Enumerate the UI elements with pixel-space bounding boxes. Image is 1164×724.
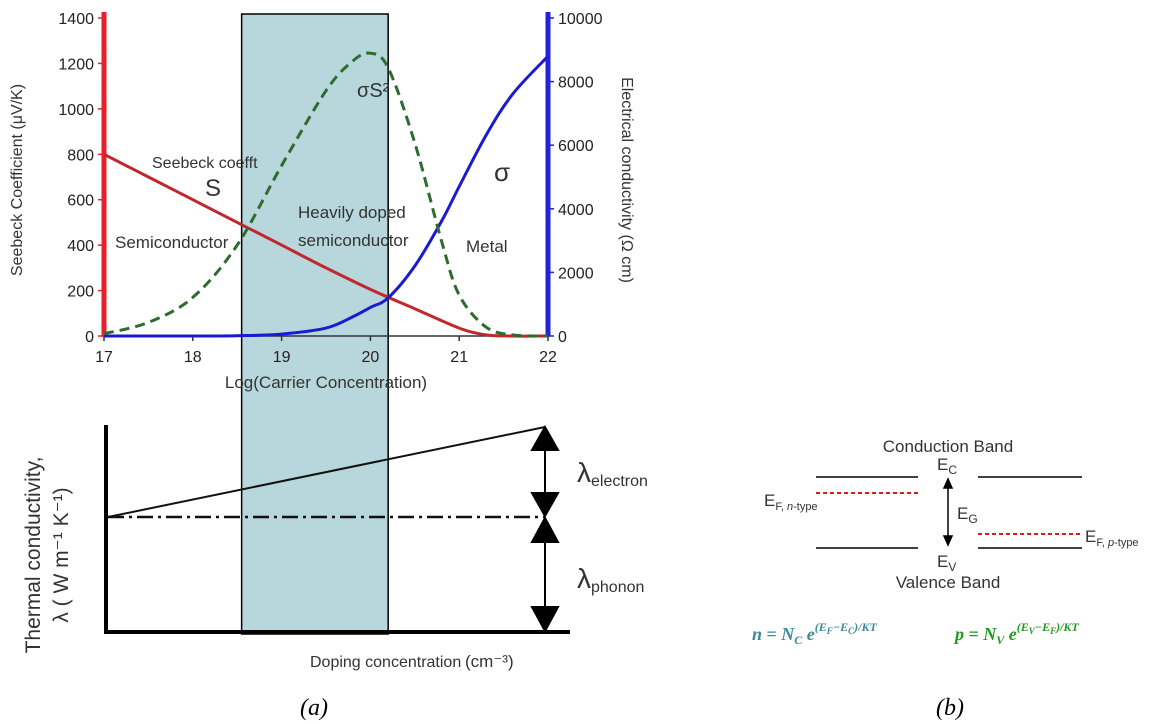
caption-b: (b) [936,695,964,721]
x-tick-label: 19 [273,349,291,366]
caption-a: (a) [300,695,328,721]
series-label-sigma: σ [494,157,510,187]
bottom-y-label: Thermal conductivity, [22,457,45,654]
y-tick-label: 1400 [58,11,94,28]
series-line-0 [103,152,549,338]
bandgap-arrow [942,477,954,547]
ec-label: EC [937,455,957,477]
fermi-p-label: EF, p-type [1085,527,1139,549]
y-tick-label: 1200 [58,56,94,73]
y-tick-label: 200 [67,284,94,301]
electron-label: λelectron [577,457,648,490]
y-right-tick-label: 4000 [558,202,594,219]
annotation-heavily-doped: Heavily doped [298,203,406,222]
x-tick-labels: 17 18 19 20 21 22 [95,336,557,366]
annotation-semiconductor: Semiconductor [115,233,229,252]
x-tick-label: 20 [362,349,380,366]
x-tick-label: 17 [95,349,113,366]
series-lines [103,51,550,338]
y-right-tick-label: 10000 [558,11,603,28]
heavily-doped-region [240,13,389,635]
y-right-tick-label: 8000 [558,75,594,92]
annotation-seebeck-coefft: Seebeck coefft [152,155,258,172]
x-tick-label: 18 [184,349,202,366]
thermal-conductivity-chart: λelectron λphonon Thermal conductivity, … [22,424,648,671]
y-right-tick-labels: 0 2000 4000 6000 8000 10000 [548,11,603,346]
y-right-axis-label: Electrical conductivity (Ω cm) [618,77,635,283]
electron-density-equation: n = NC e(EF−EC)/KT [752,620,877,647]
total-thermal-line [107,426,546,518]
conduction-band-label: Conduction Band [883,437,1013,456]
eg-label: EG [957,504,978,526]
y-tick-labels: 0 200 400 600 800 1000 1200 1400 [58,11,104,346]
y-tick-label: 800 [67,147,94,164]
y-tick-label: 1000 [58,102,94,119]
band-diagram: Conduction Band Valence Band EC EG EV EF… [752,437,1139,647]
y-right-tick-label: 6000 [558,138,594,155]
series-line-2 [103,51,549,338]
series-label-power-factor: σS² [357,80,390,102]
y-tick-label: 0 [85,329,94,346]
seebeck-conductivity-chart: 17 18 19 20 21 22 0 200 400 600 800 1000 1200 1400 0… [9,11,635,635]
x-tick-label: 22 [539,349,557,366]
y-right-tick-label: 2000 [558,265,594,282]
y-axis-label: Seebeck Coefficient (μV/K) [9,84,26,276]
electron-arrow [530,424,560,519]
series-line-1 [103,55,550,338]
y-tick-label: 400 [67,238,94,255]
phonon-label: λphonon [577,563,644,596]
y-tick-label: 600 [67,193,94,210]
annotation-metal: Metal [466,237,508,256]
ev-label: EV [937,552,956,574]
bottom-x-label: Doping concentration [310,654,461,671]
annotation-heavily-doped-2: semiconductor [298,231,409,250]
valence-band-label: Valence Band [896,573,1001,592]
phonon-arrow [530,515,560,634]
y-right-tick-label: 0 [558,329,567,346]
series-label-s: S [205,175,221,202]
bottom-x-unit: (cm⁻³) [465,652,514,671]
bottom-y-unit: λ ( W m⁻¹ K⁻¹) [50,487,73,622]
x-tick-label: 21 [450,349,468,366]
fermi-n-label: EF, n-type [764,491,818,513]
hole-density-equation: p = NV e(EV−EF)/KT [953,620,1079,647]
x-axis-label: Log(Carrier Concentration) [225,373,427,392]
